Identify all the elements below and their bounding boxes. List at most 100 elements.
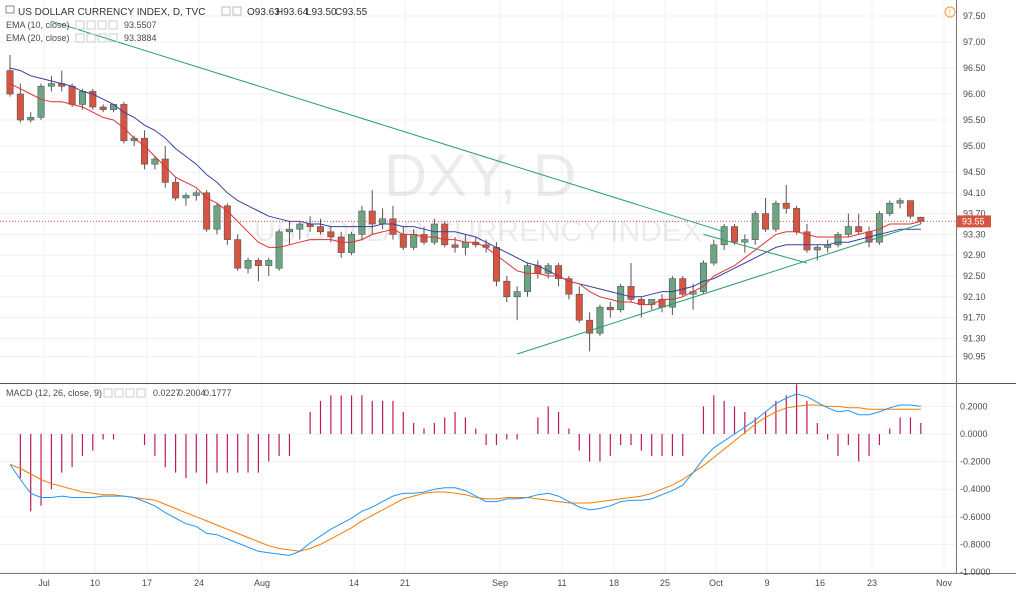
macd-pane[interactable] <box>9 384 922 556</box>
more-icon[interactable] <box>97 20 107 30</box>
candle[interactable] <box>285 221 293 245</box>
candle[interactable] <box>6 55 14 97</box>
more-icon[interactable] <box>97 33 107 43</box>
ema10-line[interactable] <box>9 83 921 306</box>
candle[interactable] <box>627 263 635 302</box>
candle[interactable] <box>699 260 707 295</box>
candle[interactable] <box>575 286 583 323</box>
more-icon[interactable] <box>125 388 135 398</box>
info-circle-icon[interactable]: ! <box>944 6 956 18</box>
trendline[interactable] <box>51 20 725 233</box>
candle[interactable] <box>513 286 521 321</box>
gear-icon[interactable] <box>232 6 242 16</box>
candle[interactable] <box>27 112 35 123</box>
gear-icon[interactable] <box>114 388 124 398</box>
candle[interactable] <box>741 234 749 253</box>
candle[interactable] <box>130 135 138 146</box>
eye-icon[interactable] <box>103 388 113 398</box>
candle-body-down <box>803 231 811 251</box>
candle[interactable] <box>223 203 231 245</box>
candle[interactable] <box>503 276 511 302</box>
time-tick-label: Sep <box>492 578 508 588</box>
ema20-controls[interactable] <box>75 33 118 43</box>
close-icon[interactable] <box>136 388 146 398</box>
close-icon[interactable] <box>108 33 118 43</box>
candle[interactable] <box>89 88 97 110</box>
candle[interactable] <box>37 83 45 120</box>
candle[interactable] <box>120 101 128 144</box>
macd-signal-line[interactable] <box>9 404 921 552</box>
candle[interactable] <box>896 198 904 209</box>
candle[interactable] <box>720 224 728 250</box>
gear-icon[interactable] <box>86 20 96 30</box>
candle[interactable] <box>348 231 356 256</box>
eye-icon[interactable] <box>75 33 85 43</box>
candle[interactable] <box>751 211 759 245</box>
candle[interactable] <box>265 257 273 276</box>
price-tick-label: 94.50 <box>963 167 986 177</box>
candle-body-up <box>27 117 35 121</box>
candle[interactable] <box>172 177 180 201</box>
macd-line[interactable] <box>9 393 921 556</box>
candle[interactable] <box>906 200 914 219</box>
candle[interactable] <box>213 203 221 235</box>
candle[interactable] <box>523 263 531 297</box>
candle-body-up <box>741 239 749 243</box>
candle[interactable] <box>151 156 159 170</box>
candle[interactable] <box>441 221 449 248</box>
trendline[interactable] <box>703 233 808 264</box>
candle[interactable] <box>793 205 801 235</box>
candle[interactable] <box>389 205 397 240</box>
candle[interactable] <box>606 302 614 318</box>
candle[interactable] <box>58 70 66 92</box>
candle[interactable] <box>710 239 718 266</box>
candle[interactable] <box>234 234 242 271</box>
candle[interactable] <box>182 192 190 206</box>
macd-controls[interactable] <box>103 388 146 398</box>
candle[interactable] <box>316 218 324 235</box>
time-tick-label: 24 <box>194 578 204 588</box>
candle[interactable] <box>886 200 894 217</box>
candle[interactable] <box>358 205 366 240</box>
candle[interactable] <box>803 224 811 253</box>
candle[interactable] <box>782 185 790 214</box>
candle[interactable] <box>337 231 345 258</box>
candle[interactable] <box>203 190 211 232</box>
trendline[interactable] <box>516 223 921 355</box>
candle[interactable] <box>772 200 780 232</box>
candle[interactable] <box>855 213 863 235</box>
candle[interactable] <box>668 276 676 315</box>
candle[interactable] <box>730 224 738 245</box>
eye-icon[interactable] <box>221 6 231 16</box>
candle[interactable] <box>244 257 252 274</box>
candle[interactable] <box>254 257 262 282</box>
candle[interactable] <box>99 104 107 113</box>
candle[interactable] <box>596 304 604 336</box>
candle[interactable] <box>296 221 304 240</box>
candle[interactable] <box>679 276 687 297</box>
candle[interactable] <box>762 198 770 232</box>
close-icon[interactable] <box>108 20 118 30</box>
candle[interactable] <box>565 276 573 300</box>
candle[interactable] <box>844 213 852 237</box>
candle[interactable] <box>824 239 832 253</box>
candle[interactable] <box>141 130 149 170</box>
ema20-line[interactable] <box>9 67 921 298</box>
price-pane[interactable] <box>0 20 956 355</box>
eye-icon[interactable] <box>75 20 85 30</box>
candle[interactable] <box>16 83 24 123</box>
candle-body-up <box>617 286 625 311</box>
candle[interactable] <box>834 231 842 248</box>
candle[interactable] <box>275 229 283 271</box>
chart-collapse-icon[interactable] <box>5 5 15 14</box>
candle[interactable] <box>917 216 925 224</box>
ema10-controls[interactable] <box>75 20 118 30</box>
candle[interactable] <box>617 283 625 313</box>
candle[interactable] <box>586 312 594 352</box>
candle[interactable] <box>192 190 200 201</box>
series-controls[interactable] <box>221 6 242 16</box>
candle[interactable] <box>555 263 563 287</box>
candle[interactable] <box>47 75 55 92</box>
gear-icon[interactable] <box>86 33 96 43</box>
